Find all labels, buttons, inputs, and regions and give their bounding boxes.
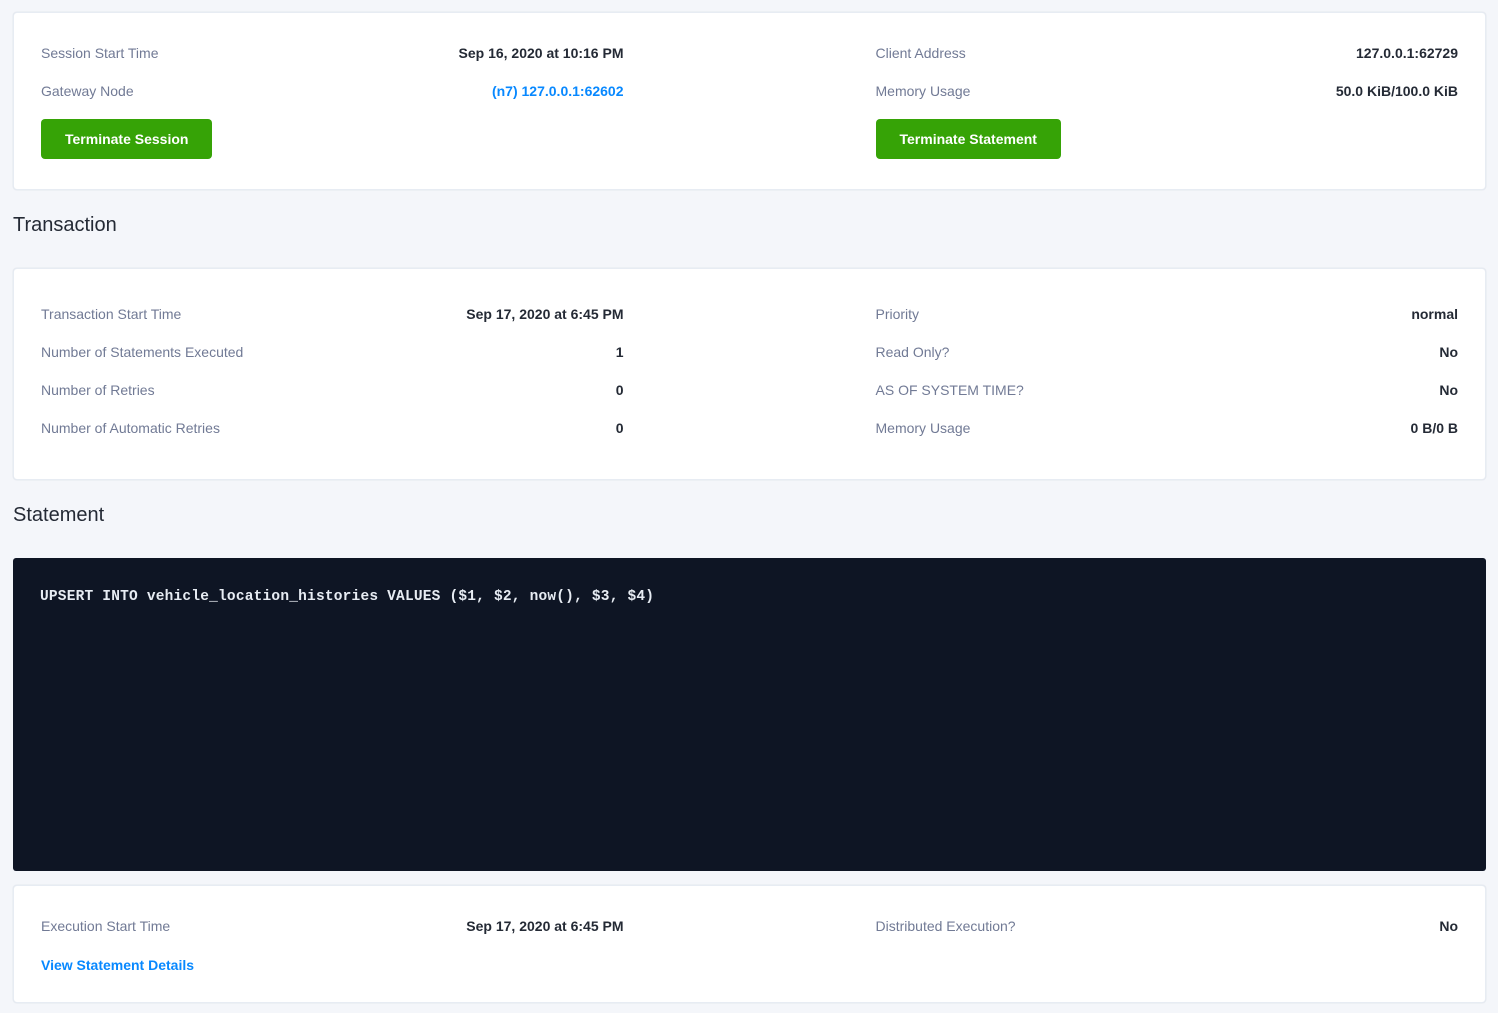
transaction-left-column: Transaction Start Time Sep 17, 2020 at 6… (41, 295, 624, 447)
view-statement-details-row: View Statement Details (41, 950, 624, 980)
transaction-card: Transaction Start Time Sep 17, 2020 at 6… (13, 268, 1486, 480)
gateway-node-row: Gateway Node (n7) 127.0.0.1:62602 (41, 72, 624, 110)
view-statement-details-link[interactable]: View Statement Details (41, 957, 195, 973)
as-of-system-time-label: AS OF SYSTEM TIME? (875, 382, 1024, 398)
distributed-execution-row: Distributed Execution? No (876, 907, 1459, 945)
session-start-time-value: Sep 16, 2020 at 10:16 PM (458, 45, 624, 61)
statements-executed-row: Number of Statements Executed 1 (41, 333, 624, 371)
statements-executed-value: 1 (615, 344, 624, 360)
session-summary-right-column: Client Address 127.0.0.1:62729 Memory Us… (875, 34, 1459, 159)
transaction-section-heading: Transaction (13, 214, 117, 236)
transaction-memory-usage-value: 0 B/0 B (1410, 420, 1458, 436)
execution-start-time-value: Sep 17, 2020 at 6:45 PM (466, 918, 624, 934)
automatic-retries-label: Number of Automatic Retries (41, 420, 220, 436)
read-only-value: No (1439, 344, 1458, 360)
client-address-value: 127.0.0.1:62729 (1356, 45, 1458, 61)
client-address-label: Client Address (875, 45, 966, 61)
execution-right-column: Distributed Execution? No (876, 907, 1459, 980)
statement-sql-text: UPSERT INTO vehicle_location_histories V… (40, 589, 655, 605)
session-memory-usage-label: Memory Usage (875, 83, 971, 99)
session-summary-card: Session Start Time Sep 16, 2020 at 10:16… (13, 12, 1486, 190)
retries-label: Number of Retries (41, 382, 155, 398)
execution-start-time-row: Execution Start Time Sep 17, 2020 at 6:4… (41, 907, 624, 945)
retries-row: Number of Retries 0 (41, 371, 624, 409)
transaction-start-time-row: Transaction Start Time Sep 17, 2020 at 6… (41, 295, 624, 333)
gateway-node-link[interactable]: (n7) 127.0.0.1:62602 (491, 83, 624, 99)
session-memory-usage-row: Memory Usage 50.0 KiB/100.0 KiB (876, 72, 1459, 110)
statement-section-heading: Statement (13, 504, 105, 526)
transaction-start-time-value: Sep 17, 2020 at 6:45 PM (466, 306, 624, 322)
execution-start-time-label: Execution Start Time (41, 918, 171, 934)
automatic-retries-row: Number of Automatic Retries 0 (41, 409, 624, 447)
as-of-system-time-row: AS OF SYSTEM TIME? No (876, 371, 1459, 409)
priority-label: Priority (875, 306, 920, 322)
statement-sql-box: UPSERT INTO vehicle_location_histories V… (13, 558, 1486, 871)
transaction-right-column: Priority normal Read Only? No AS OF SYST… (876, 295, 1459, 447)
session-start-time-label: Session Start Time (41, 45, 159, 61)
as-of-system-time-value: No (1439, 382, 1458, 398)
execution-details-card: Execution Start Time Sep 17, 2020 at 6:4… (13, 885, 1486, 1003)
terminate-session-button[interactable]: Terminate Session (41, 119, 213, 159)
client-address-row: Client Address 127.0.0.1:62729 (876, 34, 1459, 72)
session-start-time-row: Session Start Time Sep 16, 2020 at 10:16… (41, 34, 624, 72)
priority-row: Priority normal (876, 295, 1459, 333)
gateway-node-label: Gateway Node (41, 83, 134, 99)
transaction-start-time-label: Transaction Start Time (41, 306, 182, 322)
distributed-execution-value: No (1439, 918, 1458, 934)
priority-value: normal (1411, 306, 1458, 322)
read-only-row: Read Only? No (876, 333, 1459, 371)
transaction-memory-usage-label: Memory Usage (875, 420, 971, 436)
retries-value: 0 (615, 382, 624, 398)
execution-left-column: Execution Start Time Sep 17, 2020 at 6:4… (41, 907, 624, 980)
read-only-label: Read Only? (875, 344, 950, 360)
automatic-retries-value: 0 (615, 420, 624, 436)
terminate-statement-button[interactable]: Terminate Statement (875, 119, 1061, 159)
distributed-execution-label: Distributed Execution? (875, 918, 1016, 934)
session-memory-usage-value: 50.0 KiB/100.0 KiB (1335, 83, 1458, 99)
session-summary-left-column: Session Start Time Sep 16, 2020 at 10:16… (41, 34, 624, 159)
transaction-memory-usage-row: Memory Usage 0 B/0 B (876, 409, 1459, 447)
statements-executed-label: Number of Statements Executed (41, 344, 244, 360)
